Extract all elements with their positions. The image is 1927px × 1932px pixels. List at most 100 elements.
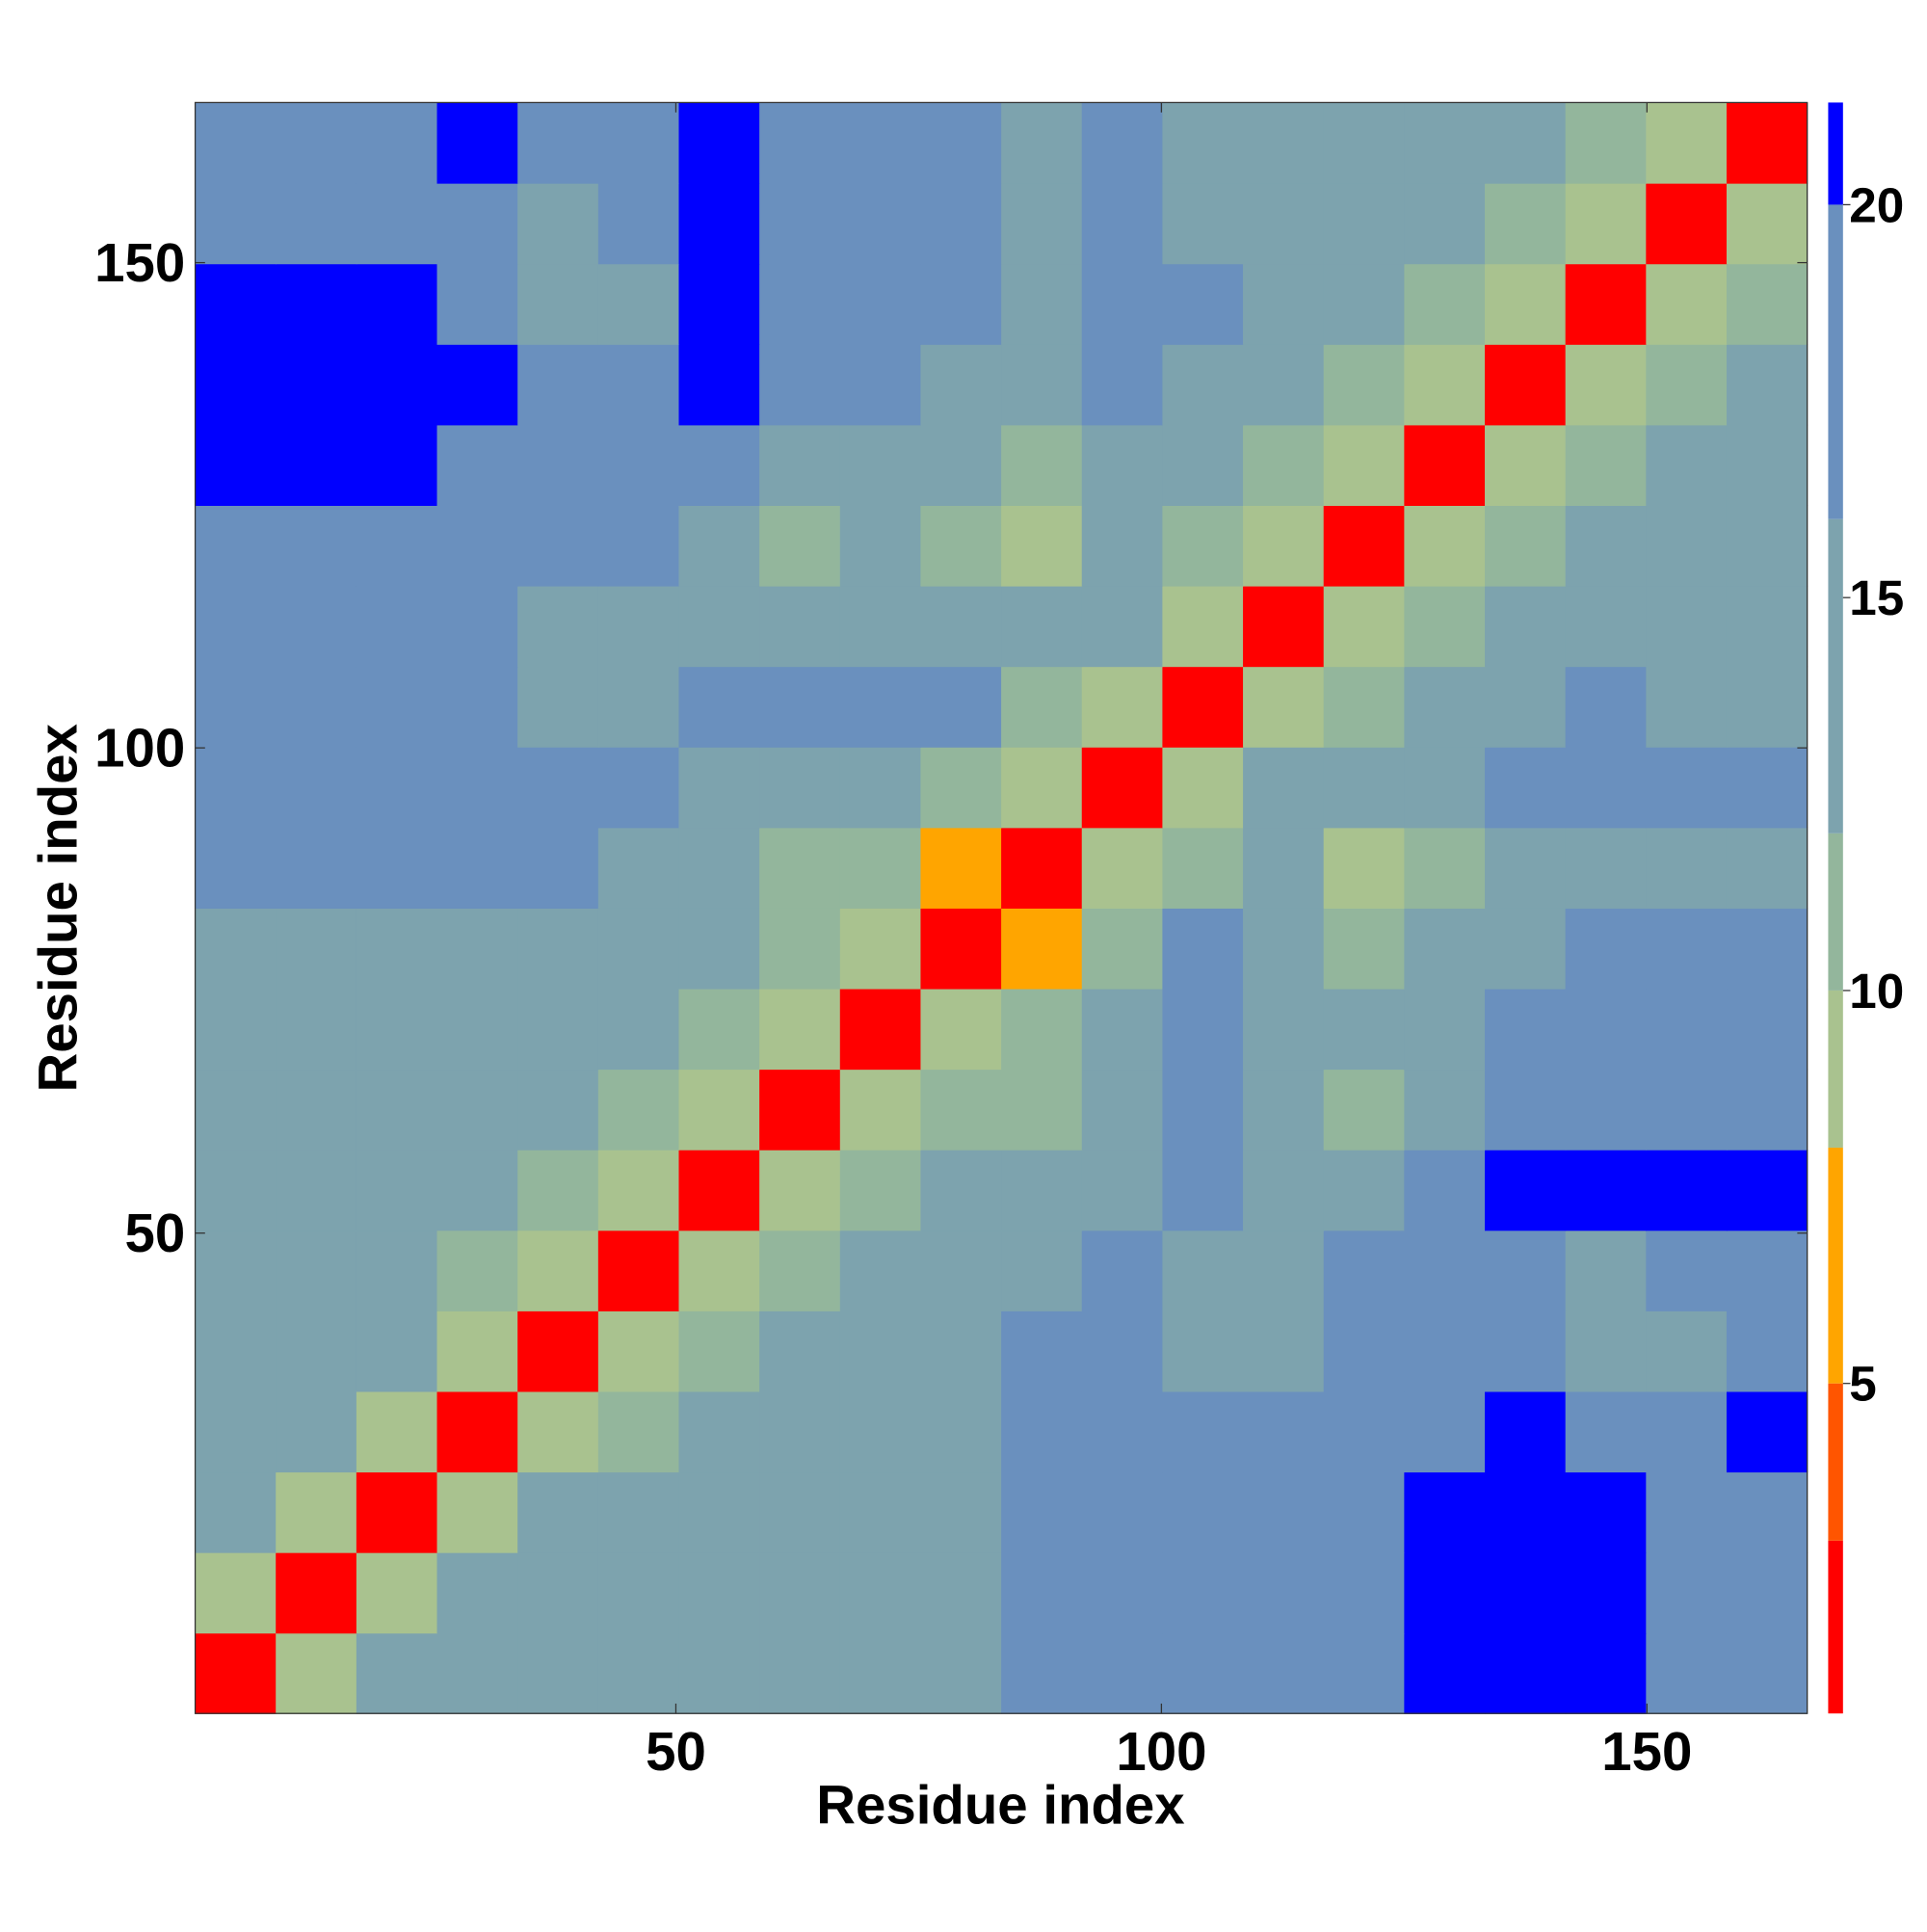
heatmap-cell: [678, 263, 760, 345]
heatmap-cell: [759, 1310, 841, 1392]
heatmap-cell: [759, 988, 841, 1071]
heatmap-cell: [356, 827, 438, 909]
heatmap-cell: [1001, 1310, 1083, 1392]
heatmap-cell: [759, 183, 841, 265]
heatmap-cell: [1243, 1552, 1325, 1634]
heatmap-cell: [759, 1390, 841, 1473]
heatmap-cell: [1162, 344, 1244, 426]
heatmap-cell: [839, 263, 922, 345]
heatmap-cell: [920, 1150, 1002, 1231]
heatmap-cell: [1565, 1552, 1647, 1634]
heatmap-cell: [839, 505, 922, 587]
heatmap-cell: [1646, 344, 1728, 426]
heatmap-cell: [920, 988, 1002, 1071]
heatmap-cell: [1001, 344, 1083, 426]
heatmap-cell: [1565, 1150, 1647, 1231]
heatmap-cell: [1162, 827, 1244, 909]
heatmap-cell: [436, 183, 518, 265]
colorbar-segment: [1828, 1148, 1843, 1384]
heatmap-cell: [1404, 988, 1486, 1071]
heatmap-cell: [597, 1310, 680, 1392]
heatmap-cell: [436, 1150, 518, 1231]
heatmap-cell: [356, 908, 438, 990]
heatmap-cell: [839, 988, 922, 1071]
heatmap-cell: [1726, 988, 1808, 1071]
heatmap-cell: [1726, 263, 1808, 345]
heatmap-cell: [1404, 1390, 1486, 1473]
heatmap-cell: [436, 1632, 518, 1714]
heatmap-cell: [356, 1310, 438, 1392]
heatmap-cell: [1001, 827, 1083, 909]
heatmap-cell: [839, 1390, 922, 1473]
heatmap-cell: [356, 1069, 438, 1151]
heatmap-cell: [759, 908, 841, 990]
heatmap-cell: [1565, 1230, 1647, 1311]
heatmap-cell: [276, 1632, 357, 1714]
heatmap-cell: [1162, 988, 1244, 1071]
heatmap-cell: [436, 1552, 518, 1634]
heatmap-cell: [1323, 908, 1406, 990]
heatmap-cell: [597, 1632, 680, 1714]
heatmap-cell: [1081, 666, 1164, 748]
heatmap-cell: [1485, 666, 1567, 748]
heatmap-cell: [839, 344, 922, 426]
heatmap-cell: [759, 827, 841, 909]
heatmap-cell: [678, 747, 760, 829]
heatmap-cell: [436, 263, 518, 345]
heatmap-cell: [1001, 988, 1083, 1071]
colorbar-segment: [1828, 204, 1843, 519]
heatmap-cell: [678, 827, 760, 909]
colorbar-segment: [1828, 102, 1843, 205]
heatmap-cell: [1485, 102, 1567, 184]
heatmap-cell: [1323, 988, 1406, 1071]
heatmap-cell: [1243, 585, 1325, 668]
heatmap-cell: [1485, 183, 1567, 265]
heatmap-cell: [1243, 505, 1325, 587]
heatmap-cell: [1565, 1632, 1647, 1714]
heatmap-cell: [1646, 1310, 1728, 1392]
heatmap-cell: [839, 1230, 922, 1311]
heatmap-cell: [920, 263, 1002, 345]
heatmap-cell: [1404, 1310, 1486, 1392]
heatmap-cell: [1726, 908, 1808, 990]
heatmap-cell: [276, 908, 357, 990]
heatmap-cell: [678, 505, 760, 587]
heatmap-cell: [1646, 102, 1728, 184]
heatmap-cell: [597, 585, 680, 668]
x-tick-label: 150: [1601, 1721, 1692, 1782]
heatmap-cell: [1565, 666, 1647, 748]
heatmap-cell: [839, 1552, 922, 1634]
heatmap-cell: [1485, 1230, 1567, 1311]
x-tick-label: 50: [646, 1721, 706, 1782]
heatmap-cell: [1485, 1552, 1567, 1634]
colorbar-segment: [1828, 990, 1843, 1149]
heatmap-cell: [678, 102, 760, 184]
x-tick-label: 100: [1116, 1721, 1206, 1782]
heatmap-cell: [1081, 988, 1164, 1071]
heatmap-cell: [1726, 1471, 1808, 1553]
heatmap-cell: [920, 1069, 1002, 1151]
heatmap-cell: [1726, 747, 1808, 829]
heatmap-cell: [195, 1150, 277, 1231]
heatmap-cell: [597, 505, 680, 587]
heatmap-cell: [1485, 505, 1567, 587]
heatmap-cell: [1162, 908, 1244, 990]
heatmap-cell: [1404, 1471, 1486, 1553]
heatmap-cell: [1726, 424, 1808, 506]
heatmap-cell: [678, 1069, 760, 1151]
heatmap-cell: [1646, 1632, 1728, 1714]
heatmap-cell: [276, 102, 357, 184]
heatmap-cell: [1565, 344, 1647, 426]
heatmap-cell: [678, 1471, 760, 1553]
heatmap-cell: [1726, 1552, 1808, 1634]
heatmap-cell: [356, 424, 438, 506]
heatmap-cell: [517, 988, 599, 1071]
heatmap-cell: [1726, 827, 1808, 909]
heatmap-cell: [195, 585, 277, 668]
heatmap-cell: [1162, 1069, 1244, 1151]
heatmap-cell: [517, 1230, 599, 1311]
heatmap-cell: [1404, 585, 1486, 668]
heatmap-cell: [1001, 1390, 1083, 1473]
y-tick-label: 50: [125, 1203, 186, 1263]
